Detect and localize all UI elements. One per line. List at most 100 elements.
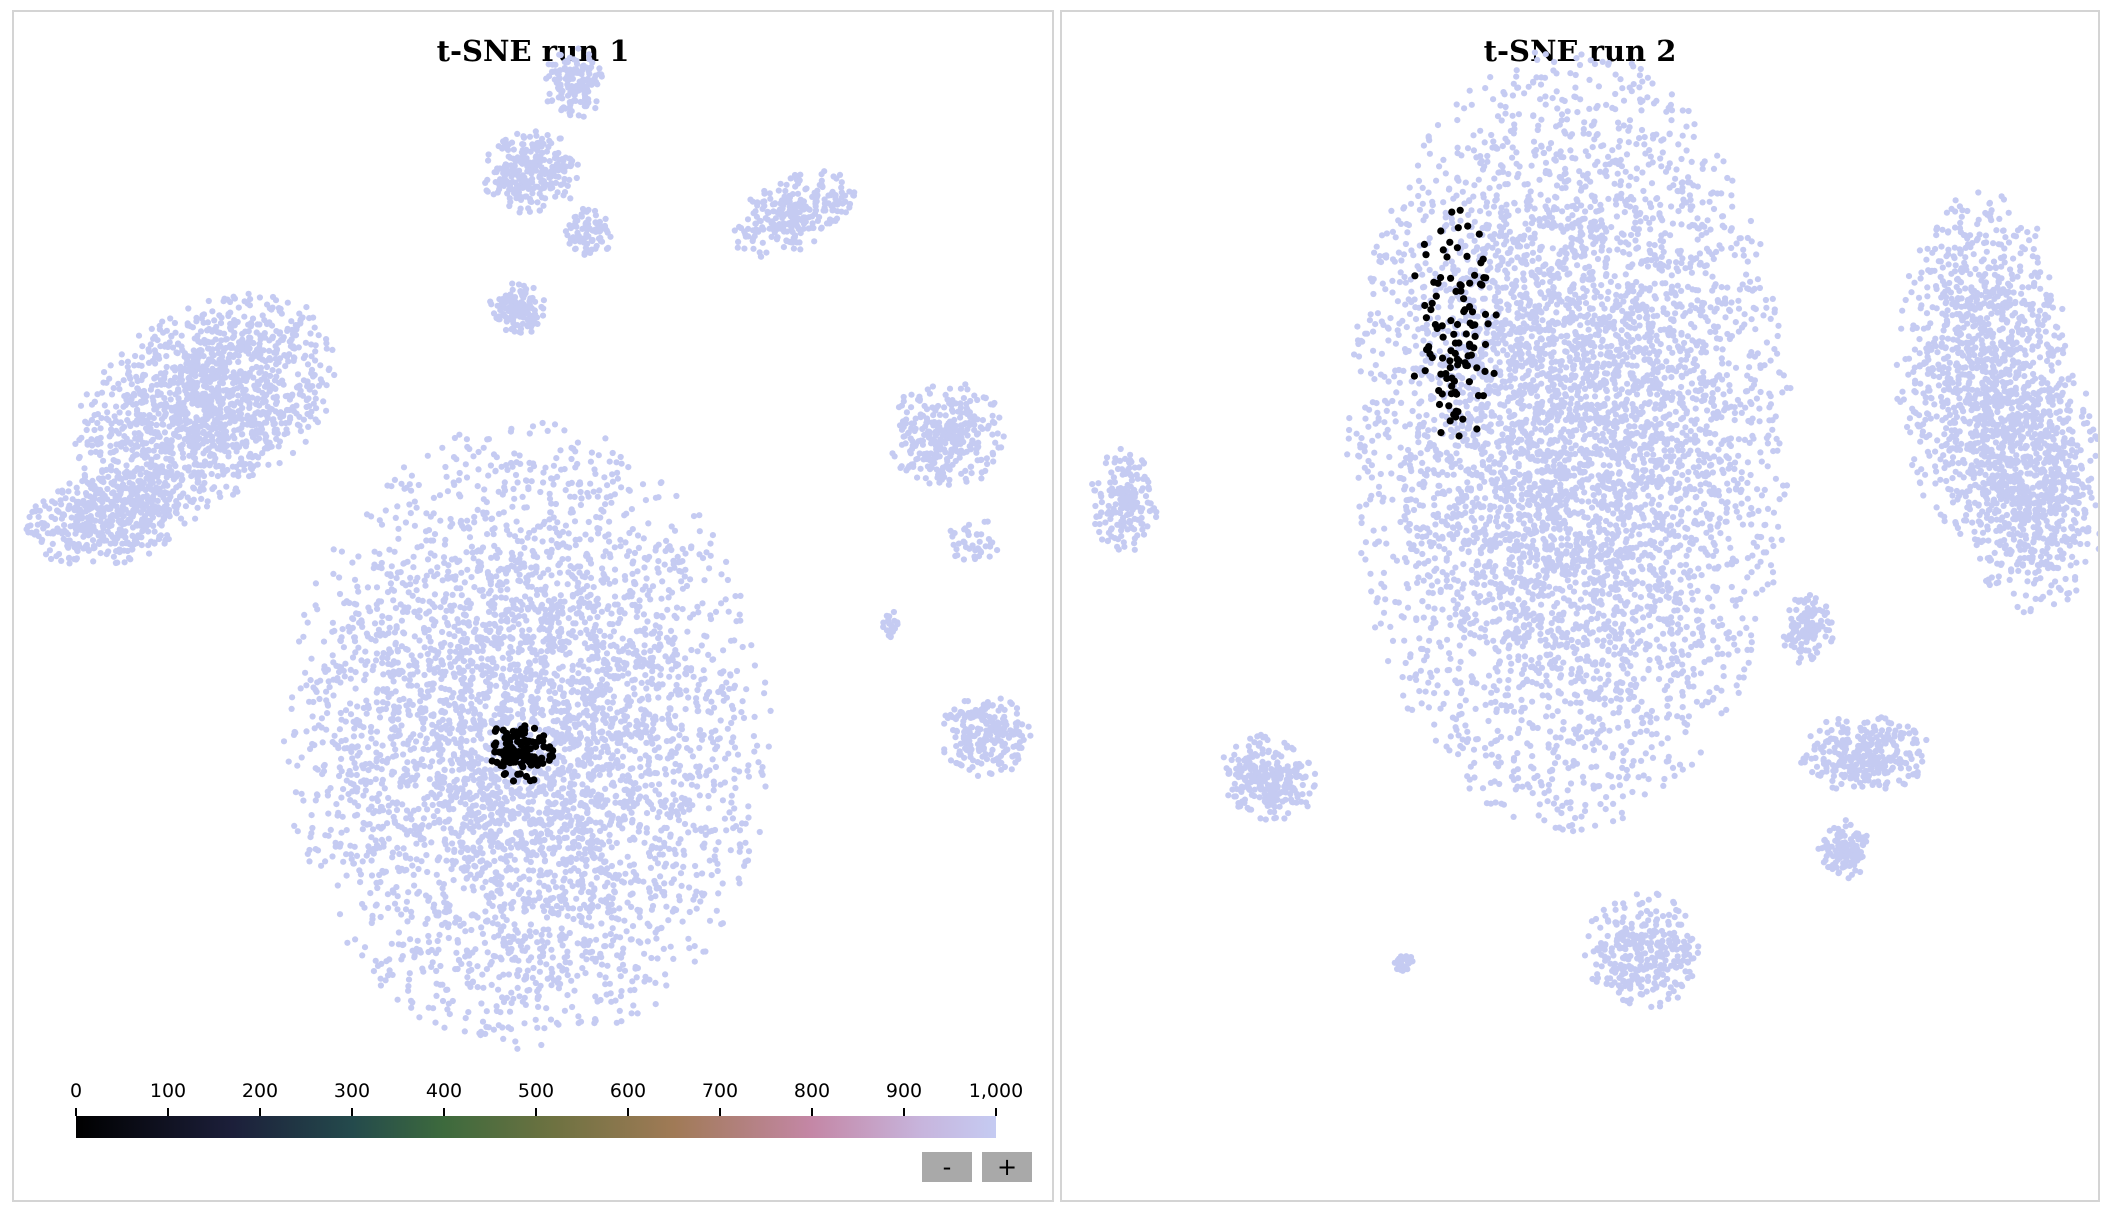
data-point [373,650,380,657]
data-point [416,614,423,621]
data-point [613,915,620,922]
data-point [575,670,582,677]
data-point [664,755,672,762]
data-point [514,537,521,545]
data-point [469,675,476,682]
data-point [635,544,643,552]
data-point [667,943,674,950]
data-point [589,955,596,962]
data-point [430,711,437,718]
data-point [537,846,544,853]
data-point [673,651,681,658]
data-point [567,606,574,613]
data-point [694,648,701,655]
data-point [568,854,575,861]
data-point [630,786,637,793]
data-point [568,817,575,824]
data-point [414,544,421,551]
data-point [719,797,727,804]
data-point [395,716,402,723]
data-point [513,841,520,848]
data-point [558,466,565,473]
data-point [491,779,498,786]
data-point [728,792,735,799]
data-point [412,782,419,789]
data-point [641,642,648,649]
data-point [547,636,554,643]
data-point [325,678,332,685]
data-point [398,480,405,487]
data-point [297,685,304,692]
data-point [609,449,616,457]
data-point [378,619,385,626]
data-point [606,831,613,839]
data-point [433,992,440,1000]
data-point [405,707,412,714]
data-point [430,813,437,820]
data-point [681,851,688,858]
data-point [558,814,565,821]
data-point [420,968,427,975]
data-point [511,921,518,928]
data-point [447,787,454,794]
scatter-plot-run-1[interactable] [14,12,1052,1200]
data-point [535,1003,542,1011]
data-point [628,640,635,647]
data-point [611,544,618,551]
data-point [374,797,381,805]
data-point [564,953,571,960]
data-point [515,938,522,945]
data-point [368,636,375,643]
data-point [118,351,125,358]
data-point [528,830,535,837]
data-point [338,755,345,763]
data-point [616,966,623,973]
data-point [678,722,685,729]
data-point [675,817,683,824]
data-point [515,577,522,584]
data-point [602,548,609,555]
data-point [575,481,582,488]
data-point [259,395,267,403]
data-point [439,756,446,763]
data-point [644,660,651,667]
data-point [497,855,504,862]
data-point [642,973,649,980]
data-point [115,380,122,387]
data-point [718,921,725,928]
data-point [545,799,552,806]
data-point [529,649,536,656]
data-point [490,720,497,727]
data-point [335,809,342,816]
data-point [606,980,614,987]
data-point [398,617,405,624]
data-point [598,792,605,799]
data-point [310,314,317,321]
data-point [377,598,385,605]
data-point [579,690,587,697]
data-point [501,794,508,802]
data-point [409,862,416,869]
data-point [581,619,589,626]
data-point [379,823,386,831]
data-point [494,840,501,847]
data-point [574,972,581,979]
data-point [656,781,663,788]
data-point [506,531,513,538]
data-point [256,294,263,301]
data-point [393,575,400,582]
data-point [495,795,502,802]
data-point [400,629,407,636]
data-point [581,850,588,857]
data-point [481,486,488,493]
data-point [422,694,429,701]
data-point [347,700,354,707]
data-point [506,1008,514,1015]
data-point [485,472,492,479]
data-point [670,876,678,883]
data-point [322,832,329,839]
data-point [406,501,413,508]
data-point [296,413,303,420]
tsne-panel-1[interactable]: t-SNE run 1 0 100 200 300 400 500 600 700 800 900… [12,10,1054,1202]
data-point [629,526,636,533]
